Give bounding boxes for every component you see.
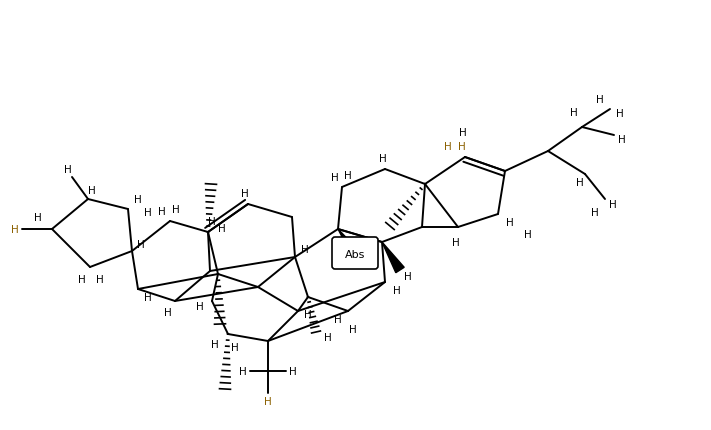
Text: H: H [379, 154, 387, 164]
Text: Abs: Abs [345, 249, 365, 259]
Text: H: H [34, 212, 42, 222]
Text: H: H [264, 396, 272, 406]
Text: H: H [11, 224, 19, 234]
Text: H: H [596, 95, 604, 105]
Text: H: H [524, 230, 532, 240]
Text: H: H [78, 274, 86, 284]
Text: H: H [172, 205, 180, 215]
Text: H: H [591, 208, 599, 218]
Text: H: H [239, 366, 247, 376]
Text: H: H [144, 292, 152, 302]
Text: H: H [231, 342, 239, 352]
Text: H: H [506, 218, 514, 227]
Polygon shape [382, 243, 405, 273]
Text: H: H [618, 135, 626, 144]
Text: H: H [301, 244, 309, 255]
Text: H: H [208, 216, 216, 227]
Text: H: H [218, 224, 226, 233]
Text: H: H [458, 141, 466, 152]
Text: H: H [609, 200, 617, 209]
Text: H: H [331, 172, 339, 183]
Text: H: H [344, 171, 352, 181]
Text: H: H [452, 237, 460, 247]
Text: H: H [137, 240, 145, 249]
Text: H: H [164, 307, 172, 317]
Text: H: H [576, 178, 584, 187]
Text: H: H [144, 208, 152, 218]
FancyBboxPatch shape [332, 237, 378, 269]
Text: H: H [393, 286, 401, 295]
Text: H: H [211, 339, 219, 349]
Text: H: H [334, 314, 342, 324]
Text: H: H [158, 206, 166, 216]
Text: H: H [196, 301, 204, 311]
Text: H: H [362, 258, 370, 268]
Text: H: H [444, 141, 452, 152]
Text: H: H [96, 274, 104, 284]
Text: H: H [324, 332, 332, 342]
Text: H: H [88, 186, 96, 196]
Text: H: H [459, 128, 467, 138]
Polygon shape [338, 230, 362, 260]
Text: H: H [241, 189, 249, 199]
Text: H: H [289, 366, 297, 376]
Text: H: H [349, 324, 357, 334]
Text: H: H [64, 165, 72, 175]
Text: H: H [616, 109, 624, 119]
Text: H: H [134, 194, 142, 205]
Text: H: H [404, 271, 412, 281]
Text: H: H [304, 309, 312, 319]
Text: H: H [570, 108, 578, 118]
